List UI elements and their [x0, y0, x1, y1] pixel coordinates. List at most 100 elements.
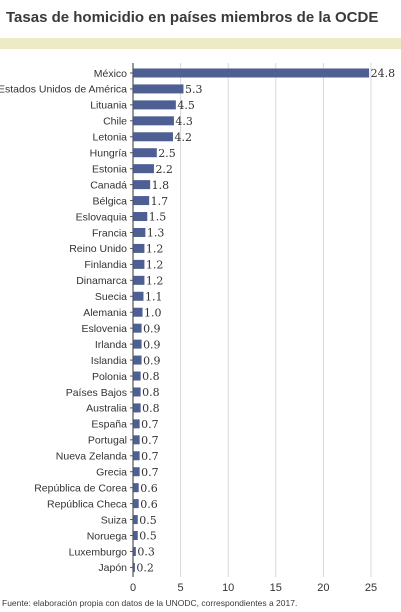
grid-lines: [180, 63, 372, 577]
bar: [133, 355, 142, 365]
chart-title: Tasas de homicidio en países miembros de…: [6, 9, 379, 26]
category-label: Portugal: [88, 435, 127, 447]
bar: [133, 546, 136, 556]
category-label: Bélgica: [93, 195, 128, 207]
bar: [133, 387, 141, 397]
category-label: Eslovaquia: [76, 211, 128, 223]
value-label: 1.8: [152, 179, 170, 192]
value-label: 0.7: [141, 434, 159, 447]
bar: [133, 196, 150, 206]
bar: [133, 339, 142, 349]
category-label: Noruega: [87, 530, 127, 542]
category-label: Reino Unido: [69, 243, 127, 255]
bar: [133, 116, 174, 126]
labels: 0 5 10 15 20 25 México 24.8 Estados Unidos de Am…: [0, 67, 395, 594]
bar: [133, 467, 140, 477]
category-label: República de Corea: [34, 482, 127, 494]
value-label: 0.8: [142, 402, 160, 415]
category-label: Alemania: [83, 307, 127, 319]
x-tick-label: 10: [222, 582, 234, 594]
category-label: Hungría: [90, 148, 128, 160]
bar: [133, 243, 145, 253]
bar: [133, 84, 184, 94]
x-tick-label: 5: [178, 582, 184, 594]
value-label: 24.8: [371, 67, 396, 80]
value-label: 1.7: [151, 195, 169, 208]
value-label: 0.8: [142, 386, 160, 399]
category-label: Australia: [86, 403, 127, 415]
bar: [133, 483, 139, 493]
title-band: [0, 38, 401, 49]
bar: [133, 68, 370, 78]
bar: [133, 132, 173, 142]
value-label: 0.7: [141, 450, 159, 463]
value-label: 1.3: [147, 227, 165, 240]
value-label: 0.5: [139, 530, 157, 543]
category-label: Japón: [98, 562, 127, 574]
category-label: Suecia: [95, 291, 127, 303]
category-label: México: [94, 68, 127, 80]
category-label: Islandia: [91, 355, 127, 367]
value-label: 4.5: [177, 99, 195, 112]
value-label: 0.7: [141, 418, 159, 431]
bar: [133, 371, 141, 381]
bar: [133, 180, 151, 190]
category-label: Suiza: [101, 514, 127, 526]
value-label: 1.0: [144, 306, 162, 319]
axes: [130, 63, 134, 577]
category-label: Chile: [103, 116, 127, 128]
category-label: Irlanda: [95, 339, 127, 351]
value-label: 1.2: [146, 243, 164, 256]
category-label: Grecia: [96, 467, 127, 479]
bar: [133, 499, 139, 509]
value-label: 2.5: [158, 147, 176, 160]
category-label: Nueva Zelanda: [56, 451, 127, 463]
bar: [133, 562, 135, 572]
bar: [133, 275, 145, 285]
value-label: 0.6: [140, 482, 158, 495]
bar: [133, 323, 142, 333]
category-label: Estonia: [92, 163, 127, 175]
bar: [133, 307, 143, 317]
bar: [133, 259, 145, 269]
x-tick-label: 20: [317, 582, 329, 594]
value-label: 0.9: [143, 338, 161, 351]
bar: [133, 148, 157, 158]
bar: [133, 164, 154, 174]
category-label: Francia: [92, 227, 127, 239]
value-label: 1.2: [146, 275, 164, 288]
bar: [133, 531, 138, 541]
category-label: España: [91, 419, 127, 431]
bar: [133, 291, 144, 301]
bar: [133, 419, 140, 429]
value-label: 4.3: [175, 115, 193, 128]
value-label: 4.2: [174, 131, 192, 144]
category-label: Canadá: [90, 179, 127, 191]
category-label: Polonia: [92, 371, 127, 383]
value-label: 0.9: [143, 322, 161, 335]
value-label: 0.9: [143, 354, 161, 367]
category-label: Estados Unidos de América: [0, 84, 127, 96]
value-label: 5.3: [185, 83, 203, 96]
value-label: 0.6: [140, 498, 158, 511]
value-label: 0.2: [136, 562, 154, 575]
x-tick-label: 25: [365, 582, 377, 594]
bar: [133, 100, 176, 110]
category-label: Luxemburgo: [69, 546, 128, 558]
category-label: Eslovenia: [81, 323, 127, 335]
value-label: 0.8: [142, 370, 160, 383]
x-tick-label: 15: [270, 582, 282, 594]
value-label: 0.5: [139, 514, 157, 527]
category-label: Dinamarca: [76, 275, 127, 287]
bars: [133, 68, 370, 572]
value-label: 1.1: [145, 290, 163, 303]
category-label: República Checa: [47, 498, 127, 510]
bar: [133, 227, 146, 237]
value-label: 0.7: [141, 466, 159, 479]
value-label: 0.3: [137, 546, 155, 559]
chart-source: Fuente: elaboración propia con datos de …: [2, 598, 298, 608]
category-label: Finlandia: [84, 259, 127, 271]
category-label: Lituania: [90, 100, 127, 112]
bar: [133, 451, 140, 461]
